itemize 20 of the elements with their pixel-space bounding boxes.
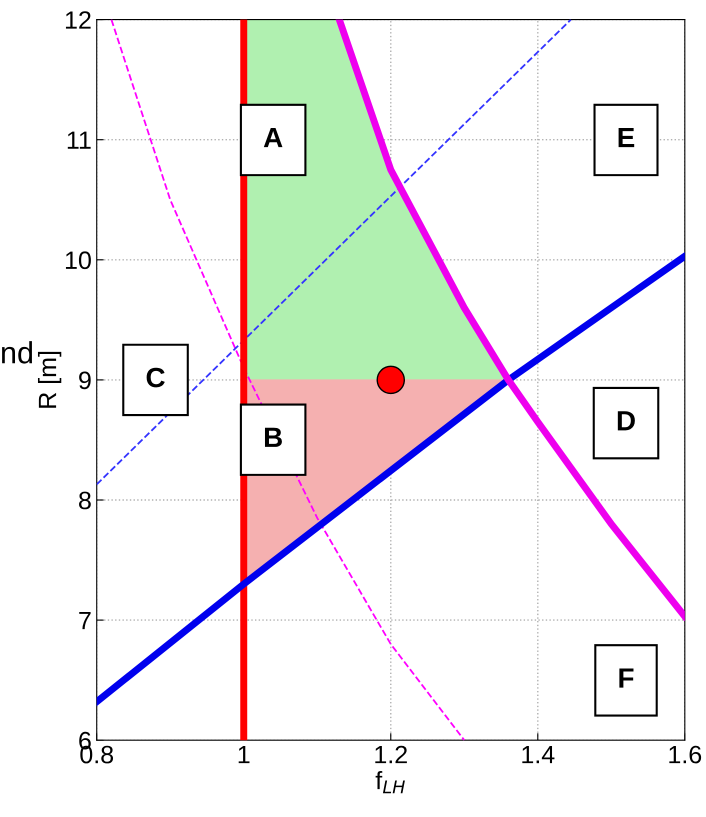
y-axis-title: R [m]: [38, 352, 62, 408]
annotation: A: [264, 128, 282, 148]
annotation: F: [619, 668, 634, 688]
x-axis-title: f$_{LH}$: [376, 771, 405, 794]
y-tick-label: 8: [79, 492, 91, 510]
y-tick-label: 11: [68, 132, 91, 149]
annotation: B: [264, 428, 282, 447]
x-tick-label: 1.2: [375, 746, 407, 764]
annotation: C: [146, 368, 165, 388]
annotation: E: [618, 128, 634, 148]
y-tick-label: 7: [79, 612, 91, 630]
y-tick-label: 9: [79, 372, 91, 390]
text: nd: [2, 341, 32, 364]
x-tick-label: 1: [238, 746, 250, 764]
x-tick-label: 1.6: [669, 746, 702, 764]
x-tick-label: 1.4: [522, 746, 554, 764]
y-tick-label: 12: [66, 11, 91, 29]
annotation: D: [618, 411, 635, 430]
line-series: [110, 20, 466, 740]
y-tick-label: 10: [66, 251, 91, 270]
